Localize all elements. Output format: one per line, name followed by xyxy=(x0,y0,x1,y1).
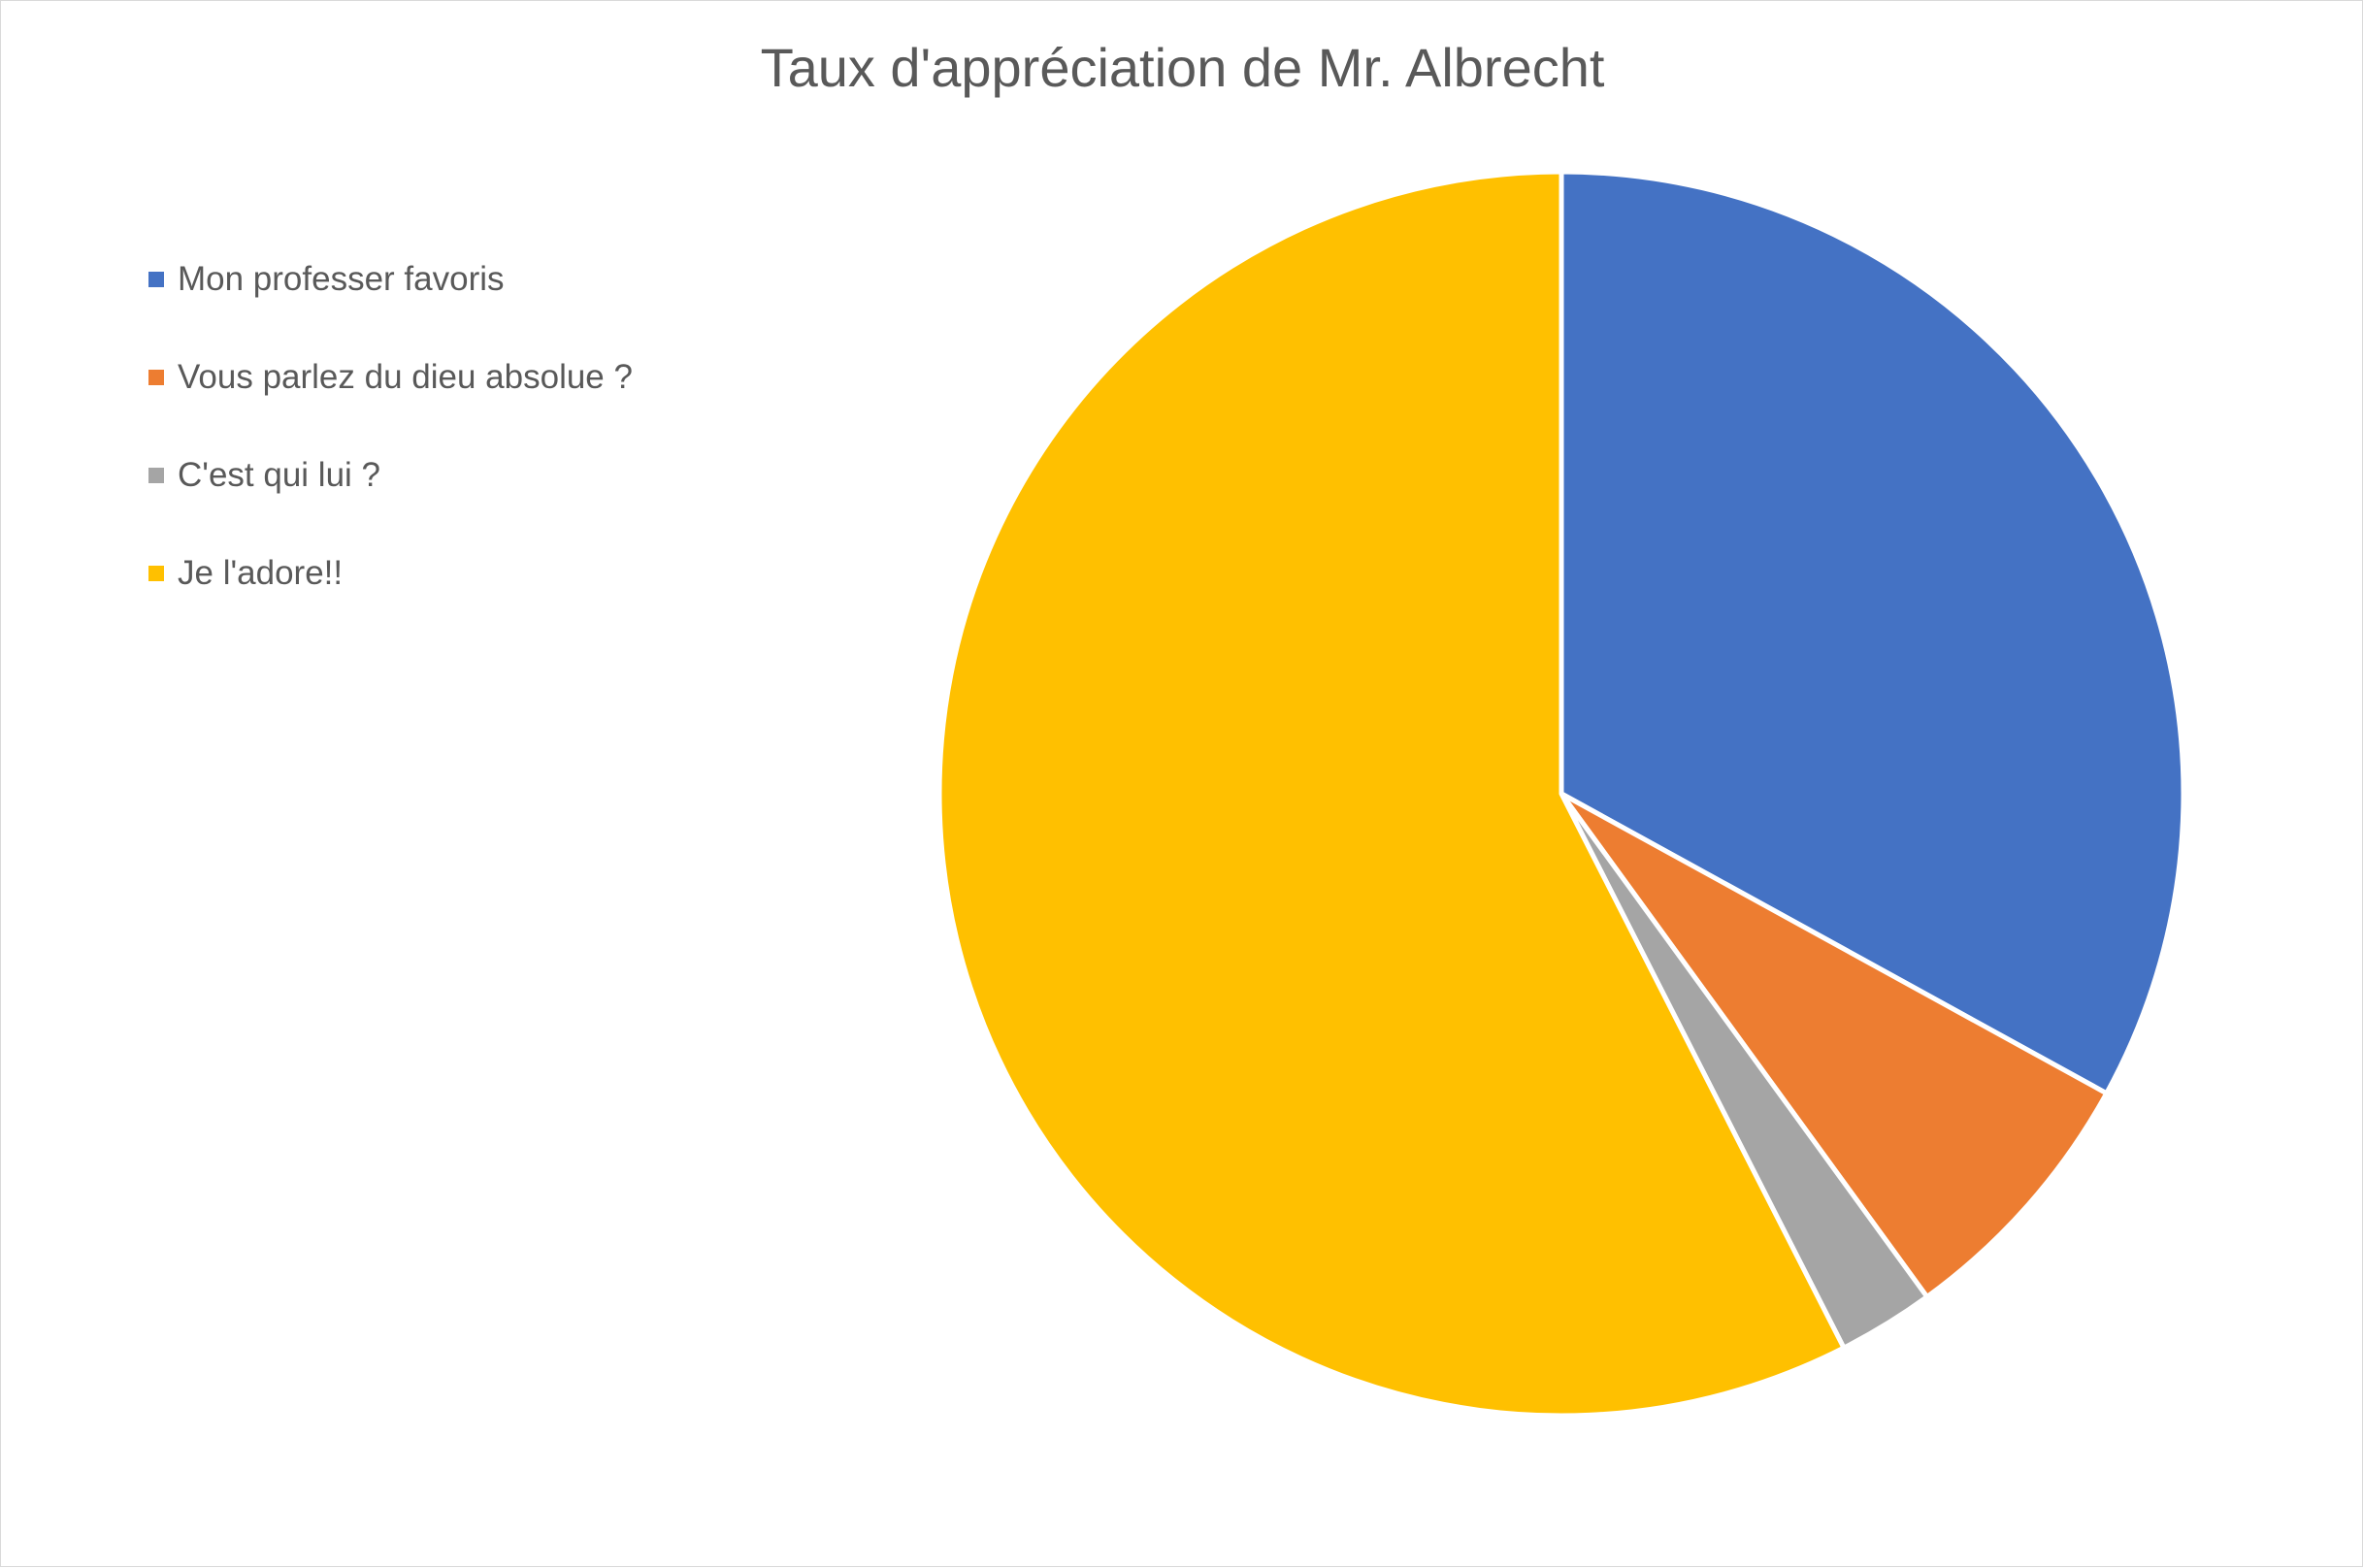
legend-swatch xyxy=(148,272,164,287)
legend-swatch xyxy=(148,468,164,483)
legend-label: Vous parlez du dieu absolue ? xyxy=(178,358,633,396)
slice-vous-parlez-du-dieu-absolue xyxy=(1559,791,2110,1300)
slice-je-l-adore xyxy=(936,169,1847,1419)
pie-slices xyxy=(936,169,2186,1419)
legend-item-vous-parlez-du-dieu-absolue: Vous parlez du dieu absolue ? xyxy=(148,353,633,402)
legend-swatch xyxy=(148,566,164,581)
legend: Mon professer favoris Vous parlez du die… xyxy=(148,255,633,647)
legend-label: Je l'adore!! xyxy=(178,554,344,592)
legend-label: Mon professer favoris xyxy=(178,260,505,298)
slice-mon-professer-favoris xyxy=(1559,169,2186,1096)
legend-label: C'est qui lui ? xyxy=(178,456,381,494)
legend-item-je-l-adore: Je l'adore!! xyxy=(148,549,633,598)
chart-title: Taux d'appréciation de Mr. Albrecht xyxy=(760,37,1605,98)
legend-item-mon-professer-favoris: Mon professer favoris xyxy=(148,255,633,304)
legend-item-c-est-qui-lui: C'est qui lui ? xyxy=(148,451,633,500)
legend-swatch xyxy=(148,370,164,385)
